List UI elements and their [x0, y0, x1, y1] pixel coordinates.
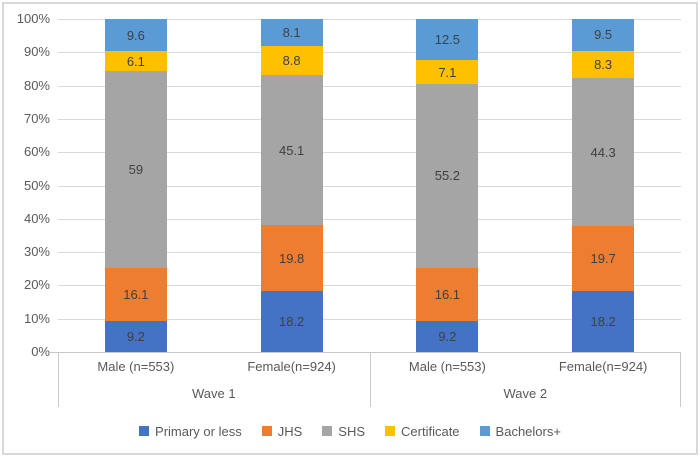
y-axis-tick-label: 90% [23, 44, 50, 60]
bar-segment-bachelors: 9.6 [104, 19, 167, 51]
gridline [58, 318, 681, 320]
axis-divider [680, 352, 681, 407]
data-label: 9.6 [126, 27, 145, 43]
bar-1: 9.2 16.1 59 6.1 9.6 [104, 19, 167, 352]
data-label: 16.1 [434, 287, 461, 303]
data-label: 8.8 [282, 53, 301, 69]
bar-segment-jhs: 19.8 [260, 225, 323, 292]
bar-segment-primary-or-less: 9.2 [416, 321, 479, 352]
data-label: 9.5 [594, 27, 613, 43]
legend-item: JHS [261, 423, 303, 439]
bar-segment-primary-or-less: 18.2 [260, 291, 323, 352]
data-label: 19.7 [590, 251, 616, 267]
bar-segment-bachelors: 12.5 [416, 19, 479, 61]
gridline [58, 285, 681, 287]
group-label-row: Wave 1 Wave 2 [58, 380, 681, 407]
legend-item: SHS [322, 424, 365, 439]
legend-swatch-icon [139, 426, 150, 436]
bar-3: 9.2 16.1 55.2 7.1 12.5 [416, 19, 479, 352]
data-label: 45.1 [278, 142, 305, 158]
bar-segment-shs: 55.2 [416, 83, 479, 268]
bar-segment-bachelors: 9.5 [572, 19, 635, 51]
bar-segment-certificate: 7.1 [416, 60, 479, 84]
legend-label: Primary or less [155, 423, 242, 439]
gridline [58, 252, 681, 254]
y-axis-tick-label: 40% [23, 210, 50, 226]
y-axis-tick-label: 60% [23, 144, 50, 160]
y-axis-tick-label: 100% [16, 11, 50, 26]
legend-label: SHS [338, 423, 366, 439]
gridline [58, 85, 681, 87]
bar-segment-certificate: 6.1 [104, 50, 167, 72]
legend-swatch-icon [261, 426, 272, 436]
gridline [58, 52, 681, 54]
data-label: 59 [128, 162, 144, 178]
legend-swatch-icon [322, 426, 333, 436]
category-label: Male (n=553) [408, 358, 486, 374]
data-label: 7.1 [438, 64, 457, 80]
axis-divider [58, 352, 59, 407]
bar-segment-shs: 45.1 [260, 75, 323, 226]
legend-item: Primary or less [139, 424, 242, 439]
legend-label: Bachelors+ [495, 423, 561, 439]
data-label: 8.1 [282, 25, 301, 41]
y-axis-tick-label: 70% [23, 110, 50, 126]
group-label: Wave 1 [191, 386, 236, 401]
category-label: Female(n=924) [558, 358, 648, 374]
bar-segment-certificate: 8.3 [572, 50, 635, 79]
bar-segment-primary-or-less: 9.2 [104, 321, 167, 352]
gridline [58, 19, 681, 20]
data-label: 9.2 [126, 329, 145, 345]
y-axis-tick-label: 30% [23, 244, 50, 260]
legend-label: JHS [277, 423, 303, 439]
y-axis-tick-label: 50% [23, 177, 50, 193]
bar-segment-shs: 44.3 [572, 78, 635, 226]
bar-segment-primary-or-less: 18.2 [572, 291, 635, 352]
gridline [58, 218, 681, 220]
plot-area: 9.2 16.1 59 6.1 9.6 18.2 19.8 45.1 8.8 8.1 9.2 16.1… [58, 19, 681, 352]
data-label: 6.1 [126, 53, 145, 69]
gridline [58, 185, 681, 187]
category-label-row: Male (n=553) Female(n=924) Male (n=553) Fem… [58, 352, 681, 380]
gridline [58, 118, 681, 120]
legend-label: Certificate [401, 423, 460, 439]
bar-segment-certificate: 8.8 [260, 46, 323, 76]
data-label: 12.5 [434, 32, 461, 47]
x-axis-line [50, 352, 681, 353]
y-axis: 0% 10% 20% 30% 40% 50% 60% 70% 80% 90% 100% [0, 11, 50, 359]
y-axis-tick-label: 80% [23, 77, 50, 93]
axis-divider [369, 352, 371, 407]
legend-swatch-icon [385, 426, 396, 436]
x-axis: Male (n=553) Female(n=924) Male (n=553) Fem… [58, 352, 681, 407]
legend-item: Bachelors+ [479, 423, 561, 439]
y-axis-tick-label: 0% [31, 344, 50, 359]
bar-segment-bachelors: 8.1 [260, 19, 323, 47]
data-label: 18.2 [278, 314, 305, 330]
bar-segment-jhs: 16.1 [104, 267, 167, 322]
data-label: 19.8 [278, 250, 305, 266]
y-axis-tick-label: 10% [23, 310, 50, 326]
legend-swatch-icon [479, 426, 490, 436]
legend: Primary or less JHS SHS Certificate Bachelor… [0, 421, 700, 441]
data-label: 8.3 [594, 56, 613, 72]
bar-2: 18.2 19.8 45.1 8.8 8.1 [260, 19, 323, 352]
data-label: 18.2 [590, 314, 616, 330]
bar-segment-jhs: 19.7 [572, 225, 635, 292]
y-axis-tick-label: 20% [23, 277, 50, 293]
data-label: 16.1 [123, 287, 149, 303]
gridline [58, 152, 681, 154]
bar-segment-shs: 59 [104, 71, 167, 268]
data-label: 44.3 [590, 144, 616, 160]
category-label: Female(n=924) [247, 358, 336, 374]
bar-4: 18.2 19.7 44.3 8.3 9.5 [572, 19, 635, 352]
group-label: Wave 2 [503, 386, 548, 401]
legend-item: Certificate [385, 424, 460, 439]
data-label: 9.2 [438, 329, 457, 345]
category-label: Male (n=553) [97, 358, 175, 374]
bar-segment-jhs: 16.1 [416, 267, 479, 322]
data-label: 55.2 [434, 168, 461, 184]
